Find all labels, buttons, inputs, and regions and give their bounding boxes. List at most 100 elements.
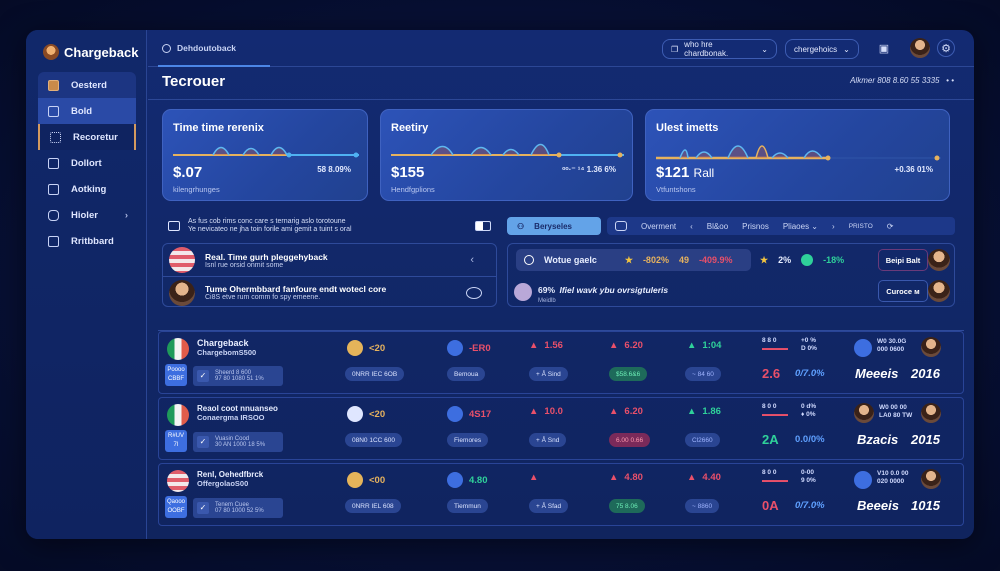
kpi-card-0[interactable]: Time time rerenix $.07 kilengrhunges 58 … (162, 109, 368, 201)
refresh-coin-icon (447, 340, 463, 356)
kpi-card-2[interactable]: Ulest imetts $121 Rall Vtfuntshons +0.36… (645, 109, 950, 201)
value-pill: 75 8.06 (609, 499, 645, 513)
verify-checkbox[interactable]: ✓ Sheerd 8 600 97 80 1080 51 1% (193, 366, 283, 386)
table-row[interactable]: Renl, Oehedfbrck OffergolaoS00 Qaooo OOBF … (158, 463, 964, 526)
coin-icon (347, 472, 363, 488)
sparkline-icon (656, 145, 941, 161)
sidebar-item-1[interactable]: Bold (38, 98, 136, 124)
score: 0A (762, 498, 779, 513)
user-avatar[interactable] (910, 38, 930, 58)
value-pill: $58.6&6 (609, 367, 648, 381)
status-badge: Poooo CBBF (165, 364, 187, 386)
breadcrumb[interactable]: Dehdoutoback (162, 43, 236, 53)
value-pill: 0NRR IEL 608 (345, 499, 401, 513)
value-pill: 08N0 1CC 600 (345, 433, 402, 447)
value-pill: ~ 8860 (685, 499, 720, 513)
triangle-icon: ▲ (529, 472, 539, 483)
avatar (928, 249, 950, 271)
divider (148, 99, 974, 100)
verify-checkbox[interactable]: ✓ Vuasin Cood 30 AN 1000 18 5% (193, 432, 283, 452)
goal-row[interactable]: Wotue gaelc ★ -802% 49 -409.9% (516, 249, 751, 271)
action-button-1[interactable]: Beipi Balt (878, 249, 928, 271)
avatar (854, 403, 874, 423)
avatar (514, 283, 532, 301)
brand[interactable]: Chargeback (43, 44, 138, 60)
more-icon[interactable]: • • (946, 76, 954, 85)
top-bar: Dehdoutoback ❐ who hre chardbonak. ⌄ che… (148, 30, 974, 67)
page-meta: Alkmer 808 8.60 55 3335 • • (850, 76, 954, 85)
brand-name: Chargeback (64, 44, 139, 60)
kpi-card-1[interactable]: Reetiry $155 Hendfgplions ᵒᵒ·⁻ ¹⁴ 1.36 6… (380, 109, 633, 201)
tree-icon: ▲ (687, 406, 697, 417)
sidebar-nav: Oesterd Bold Recoretur Dollort Aotking H… (38, 72, 136, 254)
chevron-left-icon[interactable]: ‹ (470, 254, 474, 266)
grid-dots-icon (50, 131, 61, 143)
value-pill: Bemoua (447, 367, 486, 381)
next-icon[interactable]: › (832, 221, 835, 231)
avatar (928, 280, 950, 302)
sidebar-item-6[interactable]: Rritbbard (38, 228, 136, 254)
clock-icon (524, 255, 534, 265)
triangle-icon: ▲ (529, 406, 539, 417)
action-button-2[interactable]: Curoce м (878, 280, 928, 302)
check-icon: ✓ (197, 436, 209, 448)
chevron-down-icon: ⌄ (843, 44, 850, 54)
verify-checkbox[interactable]: ✓ Tenem Cuee 07 80 1000 52 5% (193, 498, 283, 518)
document-icon (48, 105, 59, 117)
bag-icon (347, 406, 363, 422)
copy-icon: ❐ (671, 44, 679, 54)
refresh-icon[interactable]: ⟳ (886, 221, 894, 231)
flag-icon (167, 404, 189, 426)
tab-overment[interactable]: Overment (641, 221, 677, 231)
flag-icon (167, 470, 189, 492)
tab-active[interactable]: ⚇ Beryseles (507, 217, 601, 235)
value-pill: ~ 84 60 (685, 367, 721, 381)
active-tab-indicator (158, 65, 270, 67)
dashboard-select[interactable]: ❐ who hre chardbonak. ⌄ (662, 39, 777, 59)
star-icon: ★ (760, 254, 769, 265)
refresh-coin-icon (854, 339, 872, 357)
tree-icon: ▲ (687, 340, 697, 351)
prev-icon[interactable]: ‹ (690, 221, 693, 231)
notice-toggle[interactable] (475, 221, 491, 231)
tab-pliaoes[interactable]: Pliaoes ⌄ (782, 221, 819, 231)
avatar (921, 469, 941, 489)
sidebar-item-3[interactable]: Dollort (38, 150, 136, 176)
value-pill: Cl2660 (685, 433, 720, 447)
image-icon (168, 221, 180, 231)
list-item[interactable]: Tume Ohermbbard fanfoure endt wotecl cor… (163, 276, 496, 308)
value-pill: Tiemmun (447, 499, 488, 513)
box-icon (48, 79, 59, 91)
triangle-icon: ▲ (687, 472, 697, 483)
check-icon: ✓ (197, 502, 209, 514)
table-row[interactable]: Chargeback ChargebomS500 Poooo CBBF ✓ Sheer… (158, 331, 964, 394)
table-row[interactable]: Reaol coot nnuanseo Conaergma IRSOO R#UV 7… (158, 397, 964, 460)
value-pill: 6.00 0.66 (609, 433, 651, 447)
chargeback-select[interactable]: chergehoics ⌄ (785, 39, 859, 59)
status-badge: Qaooo OOBF (165, 496, 187, 518)
sidebar-item-5[interactable]: Hioler › (38, 202, 136, 228)
tab-bloo[interactable]: Bl&oo (706, 221, 729, 231)
sparkline-icon (173, 146, 359, 158)
settings-icon[interactable]: ⚙ (937, 39, 955, 57)
check-icon: ✓ (197, 370, 209, 382)
sidebar-item-4[interactable]: Aotking (38, 176, 136, 202)
filter-tabs: ⚇ Beryseles Overment ‹ Bl&oo Prisnos Plia… (507, 214, 955, 238)
tab-pristo[interactable]: PRISTO (848, 222, 873, 230)
chart-icon (48, 183, 59, 195)
triangle-icon: ▲ (529, 340, 539, 351)
page-title: Tecrouer (162, 73, 226, 90)
goals-panel: Wotue gaelc ★ -802% 49 -409.9% ★ 2% -18%… (507, 243, 955, 307)
list-item[interactable]: Real. Time gurh pleggehyback Isnl rue ors… (163, 244, 496, 276)
tab-prisnos[interactable]: Prisnos (742, 221, 769, 231)
value-pill: + Å Sind (529, 367, 568, 381)
sparkline-icon (391, 143, 624, 158)
notice-banner: As fus cob rims conc care s ternarig asl… (162, 214, 497, 238)
eye-icon[interactable] (466, 286, 482, 299)
sidebar-item-0[interactable]: Oesterd (38, 72, 136, 98)
clipboard-icon[interactable]: ▣ (878, 42, 890, 55)
bag-icon (48, 157, 59, 169)
chevron-down-icon: ⌄ (761, 44, 768, 54)
goal-row-2[interactable]: 69% Ifiel wavk ybu ovrsigtuleris Meidlb (514, 280, 668, 304)
sidebar-item-2[interactable]: Recoretur (38, 124, 136, 150)
